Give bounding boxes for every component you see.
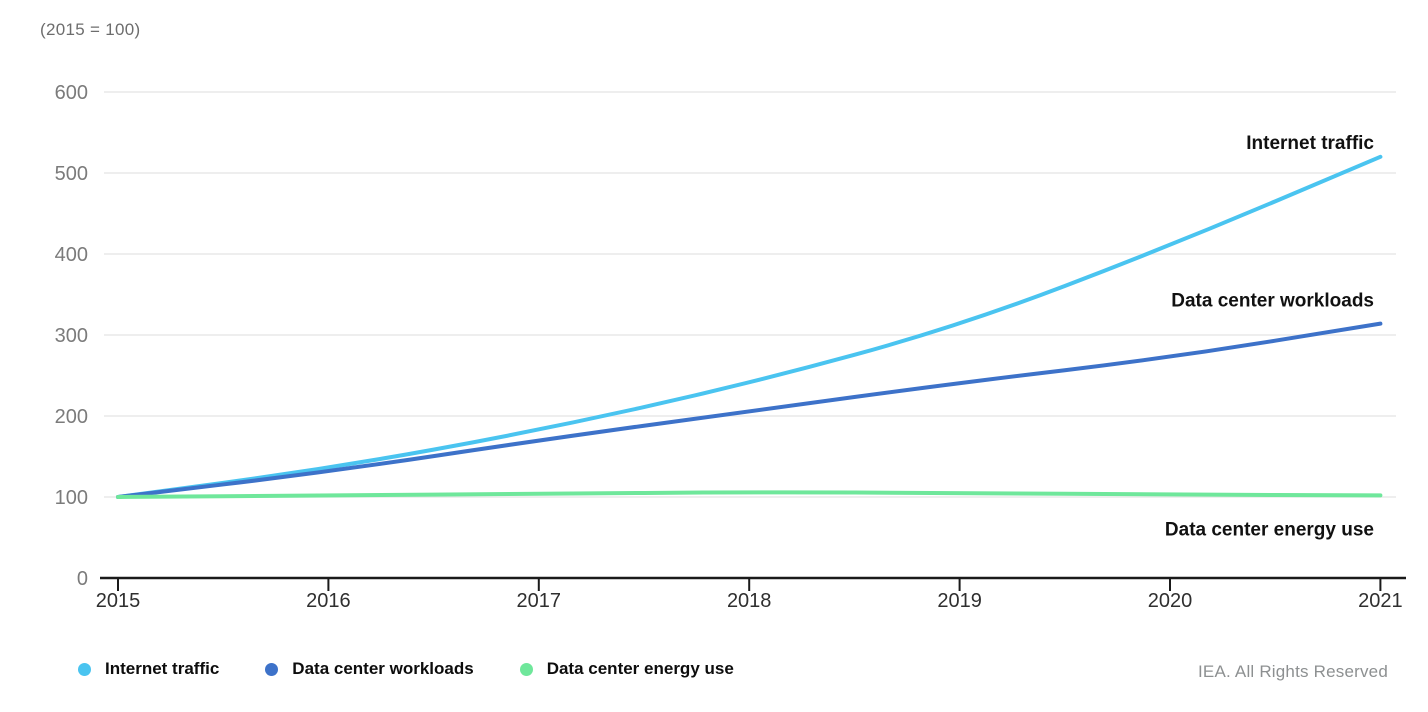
internet-traffic-dot-icon xyxy=(78,662,91,676)
legend-label-internet-traffic: Internet traffic xyxy=(105,659,220,678)
data-center-energy-use-dot-icon xyxy=(519,662,533,676)
svg-text:400: 400 xyxy=(55,244,88,266)
legend-label-data-center-workloads: Data center workloads xyxy=(292,659,474,678)
svg-text:Data center workloads: Data center workloads xyxy=(1171,291,1374,312)
legend-item-data-center-energy-use[interactable]: Data center energy use xyxy=(519,659,734,679)
svg-text:300: 300 xyxy=(55,325,88,347)
legend-label-data-center-energy-use: Data center energy use xyxy=(546,659,734,678)
svg-text:0: 0 xyxy=(77,568,88,590)
svg-text:100: 100 xyxy=(55,487,88,509)
chart-legend: Internet traffic Data center workloads D… xyxy=(78,659,734,679)
svg-text:2018: 2018 xyxy=(727,590,772,612)
svg-text:2017: 2017 xyxy=(517,590,562,612)
svg-text:Internet traffic: Internet traffic xyxy=(1246,133,1374,154)
svg-text:2021: 2021 xyxy=(1358,590,1403,612)
svg-text:2019: 2019 xyxy=(937,590,982,612)
svg-text:Data center energy use: Data center energy use xyxy=(1165,519,1374,540)
svg-text:600: 600 xyxy=(55,82,88,104)
svg-text:2020: 2020 xyxy=(1148,590,1193,612)
legend-item-data-center-workloads[interactable]: Data center workloads xyxy=(265,659,474,679)
line-chart-svg: 0 100 200 300 400 500 600 2015 2016 2017 2018 2019 2… xyxy=(55,82,1406,612)
svg-text:2016: 2016 xyxy=(306,590,351,612)
data-center-workloads-dot-icon xyxy=(265,662,279,676)
chart-index-subtitle: (2015 = 100) xyxy=(40,20,141,39)
iea-copyright-text: IEA. All Rights Reserved xyxy=(1198,662,1388,681)
svg-text:200: 200 xyxy=(55,406,88,428)
svg-text:2015: 2015 xyxy=(96,590,141,612)
legend-item-internet-traffic[interactable]: Internet traffic xyxy=(78,659,219,679)
svg-text:500: 500 xyxy=(55,163,88,185)
